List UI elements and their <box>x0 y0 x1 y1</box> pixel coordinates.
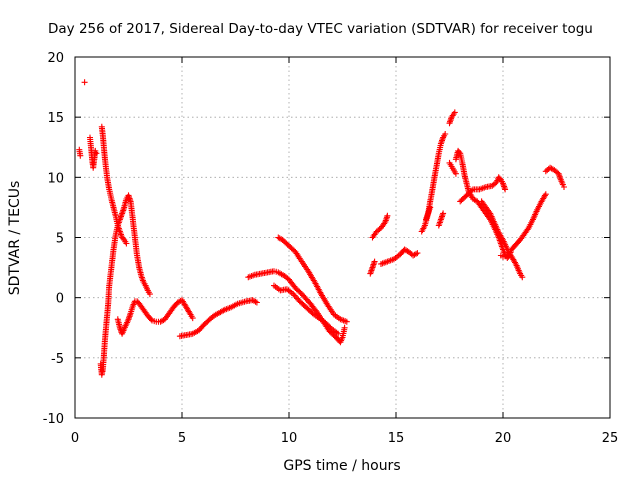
data-point <box>186 310 193 317</box>
data-point <box>442 131 449 137</box>
data-series-segment <box>497 252 511 260</box>
data-series-segment <box>367 258 378 277</box>
data-point <box>440 210 447 217</box>
data-point <box>343 318 350 325</box>
y-tick-label: 5 <box>56 232 64 247</box>
data-points <box>76 79 567 378</box>
data-point <box>220 307 227 314</box>
data-point <box>468 187 475 194</box>
data-series-segment <box>542 164 567 190</box>
x-tick-label: 20 <box>495 431 512 446</box>
data-point <box>335 330 342 337</box>
y-tick-label: -5 <box>51 352 64 367</box>
axis-ticks: 0 5 10 15 20 25 -10 -5 0 5 10 15 20 <box>43 51 619 446</box>
y-tick-label: 15 <box>47 111 64 126</box>
x-tick-label: 10 <box>281 431 298 446</box>
data-point <box>384 212 391 219</box>
y-tick-label: 20 <box>47 51 64 66</box>
data-point <box>77 152 84 159</box>
data-point <box>414 250 421 257</box>
data-series-segment <box>378 246 421 267</box>
data-series-segment <box>457 174 509 205</box>
y-axis-title: SDTVAR / TECUs <box>7 181 23 296</box>
data-point <box>253 299 260 306</box>
x-tick-label: 15 <box>388 431 405 446</box>
data-series-segment <box>275 234 350 325</box>
data-series-segment <box>423 204 434 223</box>
data-point <box>561 184 567 190</box>
data-series-segment <box>446 109 458 127</box>
chart-title: Day 256 of 2017, Sidereal Day-to-day VTE… <box>48 21 593 37</box>
data-series-segment <box>271 282 342 337</box>
y-tick-label: 0 <box>56 292 64 307</box>
data-point <box>93 150 100 157</box>
x-tick-label: 25 <box>602 431 619 446</box>
data-point <box>542 191 549 198</box>
x-axis-title: GPS time / hours <box>283 458 400 474</box>
data-point <box>123 240 130 247</box>
data-point <box>452 170 459 177</box>
y-tick-label: -10 <box>43 412 64 427</box>
data-point <box>456 149 463 156</box>
data-point <box>81 79 88 86</box>
y-tick-label: 10 <box>47 171 64 186</box>
data-point <box>341 324 348 331</box>
data-series-segment <box>97 192 153 378</box>
data-point <box>371 258 378 265</box>
data-point <box>502 186 509 193</box>
data-series-segment <box>98 123 130 247</box>
data-series-segment <box>87 134 100 171</box>
data-series-segment <box>478 198 526 281</box>
data-series-segment <box>81 79 88 86</box>
data-point <box>504 252 511 259</box>
data-point <box>519 274 526 281</box>
data-series-segment <box>114 297 196 337</box>
data-point <box>427 204 434 211</box>
x-tick-label: 0 <box>71 431 79 446</box>
data-series-segment <box>369 212 391 241</box>
x-tick-label: 5 <box>178 431 186 446</box>
data-series-segment <box>176 297 260 340</box>
data-point <box>541 192 548 199</box>
data-point <box>294 295 301 302</box>
data-point <box>451 109 458 116</box>
data-series-segment <box>435 210 447 229</box>
data-point <box>189 315 196 322</box>
data-point <box>413 250 419 257</box>
data-point <box>146 291 153 298</box>
data-series-segment <box>446 159 459 177</box>
data-series-segment <box>76 146 84 159</box>
data-point <box>148 316 154 323</box>
data-point <box>252 298 259 305</box>
